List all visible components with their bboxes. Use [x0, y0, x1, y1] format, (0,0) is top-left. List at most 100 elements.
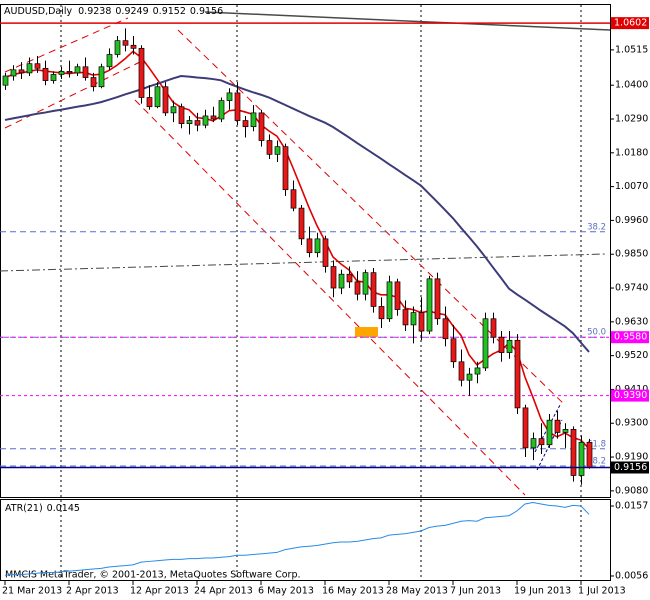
indicator-value: 0.0145	[47, 503, 80, 514]
candle-body	[210, 115, 217, 120]
candle-body	[242, 120, 249, 128]
candle-body	[314, 238, 321, 254]
candle-body	[98, 66, 105, 88]
candle-body	[266, 140, 273, 155]
candle-body	[154, 86, 161, 108]
y-tick-label: 0.9080	[615, 485, 648, 496]
candle-body	[578, 441, 585, 476]
y-tick-label: 1.0180	[615, 147, 648, 158]
y-tick-label: 0.9740	[615, 283, 648, 294]
chart-header: AUDUSD,Daily 0.9238 0.9249 0.9152 0.9156	[4, 6, 223, 17]
candle-body	[362, 272, 369, 295]
zone-marker	[355, 327, 378, 337]
candle-body	[186, 120, 193, 124]
indicator-panel	[0, 499, 611, 581]
x-tick-label: 6 May 2013	[258, 586, 314, 597]
candle-body	[282, 146, 289, 191]
candle-body	[10, 69, 17, 77]
x-tick-label: 7 Jun 2013	[450, 586, 501, 597]
candle-body	[298, 207, 305, 240]
candle-body	[178, 106, 185, 124]
candle-body	[394, 281, 401, 310]
candle-body	[434, 278, 441, 320]
candle-body	[538, 438, 545, 446]
candle-body	[570, 429, 577, 476]
candle-body	[554, 419, 561, 433]
x-tick-label: 2 Apr 2013	[66, 586, 119, 597]
price-panel	[0, 4, 611, 498]
y-tick-label: 1.0290	[615, 114, 648, 125]
candle-body	[194, 120, 201, 126]
candle-body	[50, 74, 57, 81]
x-tick-label: 16 May 2013	[322, 586, 384, 597]
y-tick-label: 0.9410	[615, 384, 648, 395]
candle-body	[482, 318, 489, 369]
candle-body	[146, 97, 153, 108]
candle-body	[42, 67, 49, 81]
candle-body	[386, 281, 393, 320]
candle-body	[426, 278, 433, 332]
candle-body	[18, 69, 25, 74]
candle-body	[498, 336, 505, 353]
y-tick-label: 0.9960	[615, 215, 648, 226]
candle-body	[114, 40, 121, 55]
level-label-box	[611, 17, 649, 30]
candle-body	[586, 441, 593, 468]
fib-label: 38.2	[587, 222, 606, 232]
candle-body	[506, 339, 513, 353]
candle-body	[378, 306, 385, 320]
y-tick-label: 0.9300	[615, 418, 648, 429]
candle-body	[410, 312, 417, 326]
candle-body	[466, 373, 473, 381]
candle-body	[562, 429, 569, 433]
candle-body	[66, 71, 73, 74]
level-label: 1.0602	[614, 18, 647, 29]
candle-body	[442, 318, 449, 340]
high-value: 0.9249	[115, 6, 148, 17]
candle-body	[170, 106, 177, 114]
moving-average	[4, 74, 590, 353]
candle-body	[418, 312, 425, 332]
y-tick-label: 0.9630	[615, 316, 648, 327]
candle-body	[90, 77, 97, 88]
level-label-box	[611, 389, 649, 402]
bid-label-box	[611, 461, 649, 474]
fib-label: 61.8	[587, 439, 606, 449]
x-tick-label: 28 May 2013	[386, 586, 448, 597]
y-tick-label: 0.9850	[615, 249, 648, 260]
fib-label: 50.0	[587, 328, 606, 338]
candle-body	[122, 40, 129, 46]
x-tick-label: 1 Jul 2013	[578, 586, 626, 597]
candle-body	[162, 86, 169, 114]
candle-body	[58, 71, 65, 75]
candle-body	[290, 189, 297, 209]
candle-body	[330, 266, 337, 289]
candle-body	[306, 238, 313, 254]
symbol: AUDUSD,Daily	[4, 6, 73, 17]
trend-line	[204, 11, 611, 31]
indicator-title: ATR(21) 0.0145	[5, 503, 80, 514]
x-tick-label: 24 Apr 2013	[194, 586, 253, 597]
candle-body	[218, 100, 225, 120]
bid-label: 0.9156	[614, 462, 647, 473]
candle-body	[106, 54, 113, 68]
candle-body	[274, 146, 281, 155]
y-tick-label: 0.9520	[615, 350, 648, 361]
candle-body	[530, 438, 537, 449]
candle-body	[522, 407, 529, 449]
fib-label: 38.2	[587, 456, 606, 466]
candle-body	[458, 361, 465, 381]
y-tick-label: 1.0515	[615, 44, 648, 55]
indicator-tick-label: 0.0157	[615, 501, 648, 512]
candle-body	[82, 66, 89, 78]
candle-body	[250, 112, 257, 128]
channel-line	[4, 17, 129, 73]
low-value: 0.9152	[153, 6, 186, 17]
y-tick-label: 1.0070	[615, 181, 648, 192]
open-value: 0.9238	[78, 6, 111, 17]
channel-line	[4, 61, 141, 129]
candle-body	[346, 273, 353, 283]
candle-body	[546, 419, 553, 446]
candle-body	[138, 47, 145, 98]
